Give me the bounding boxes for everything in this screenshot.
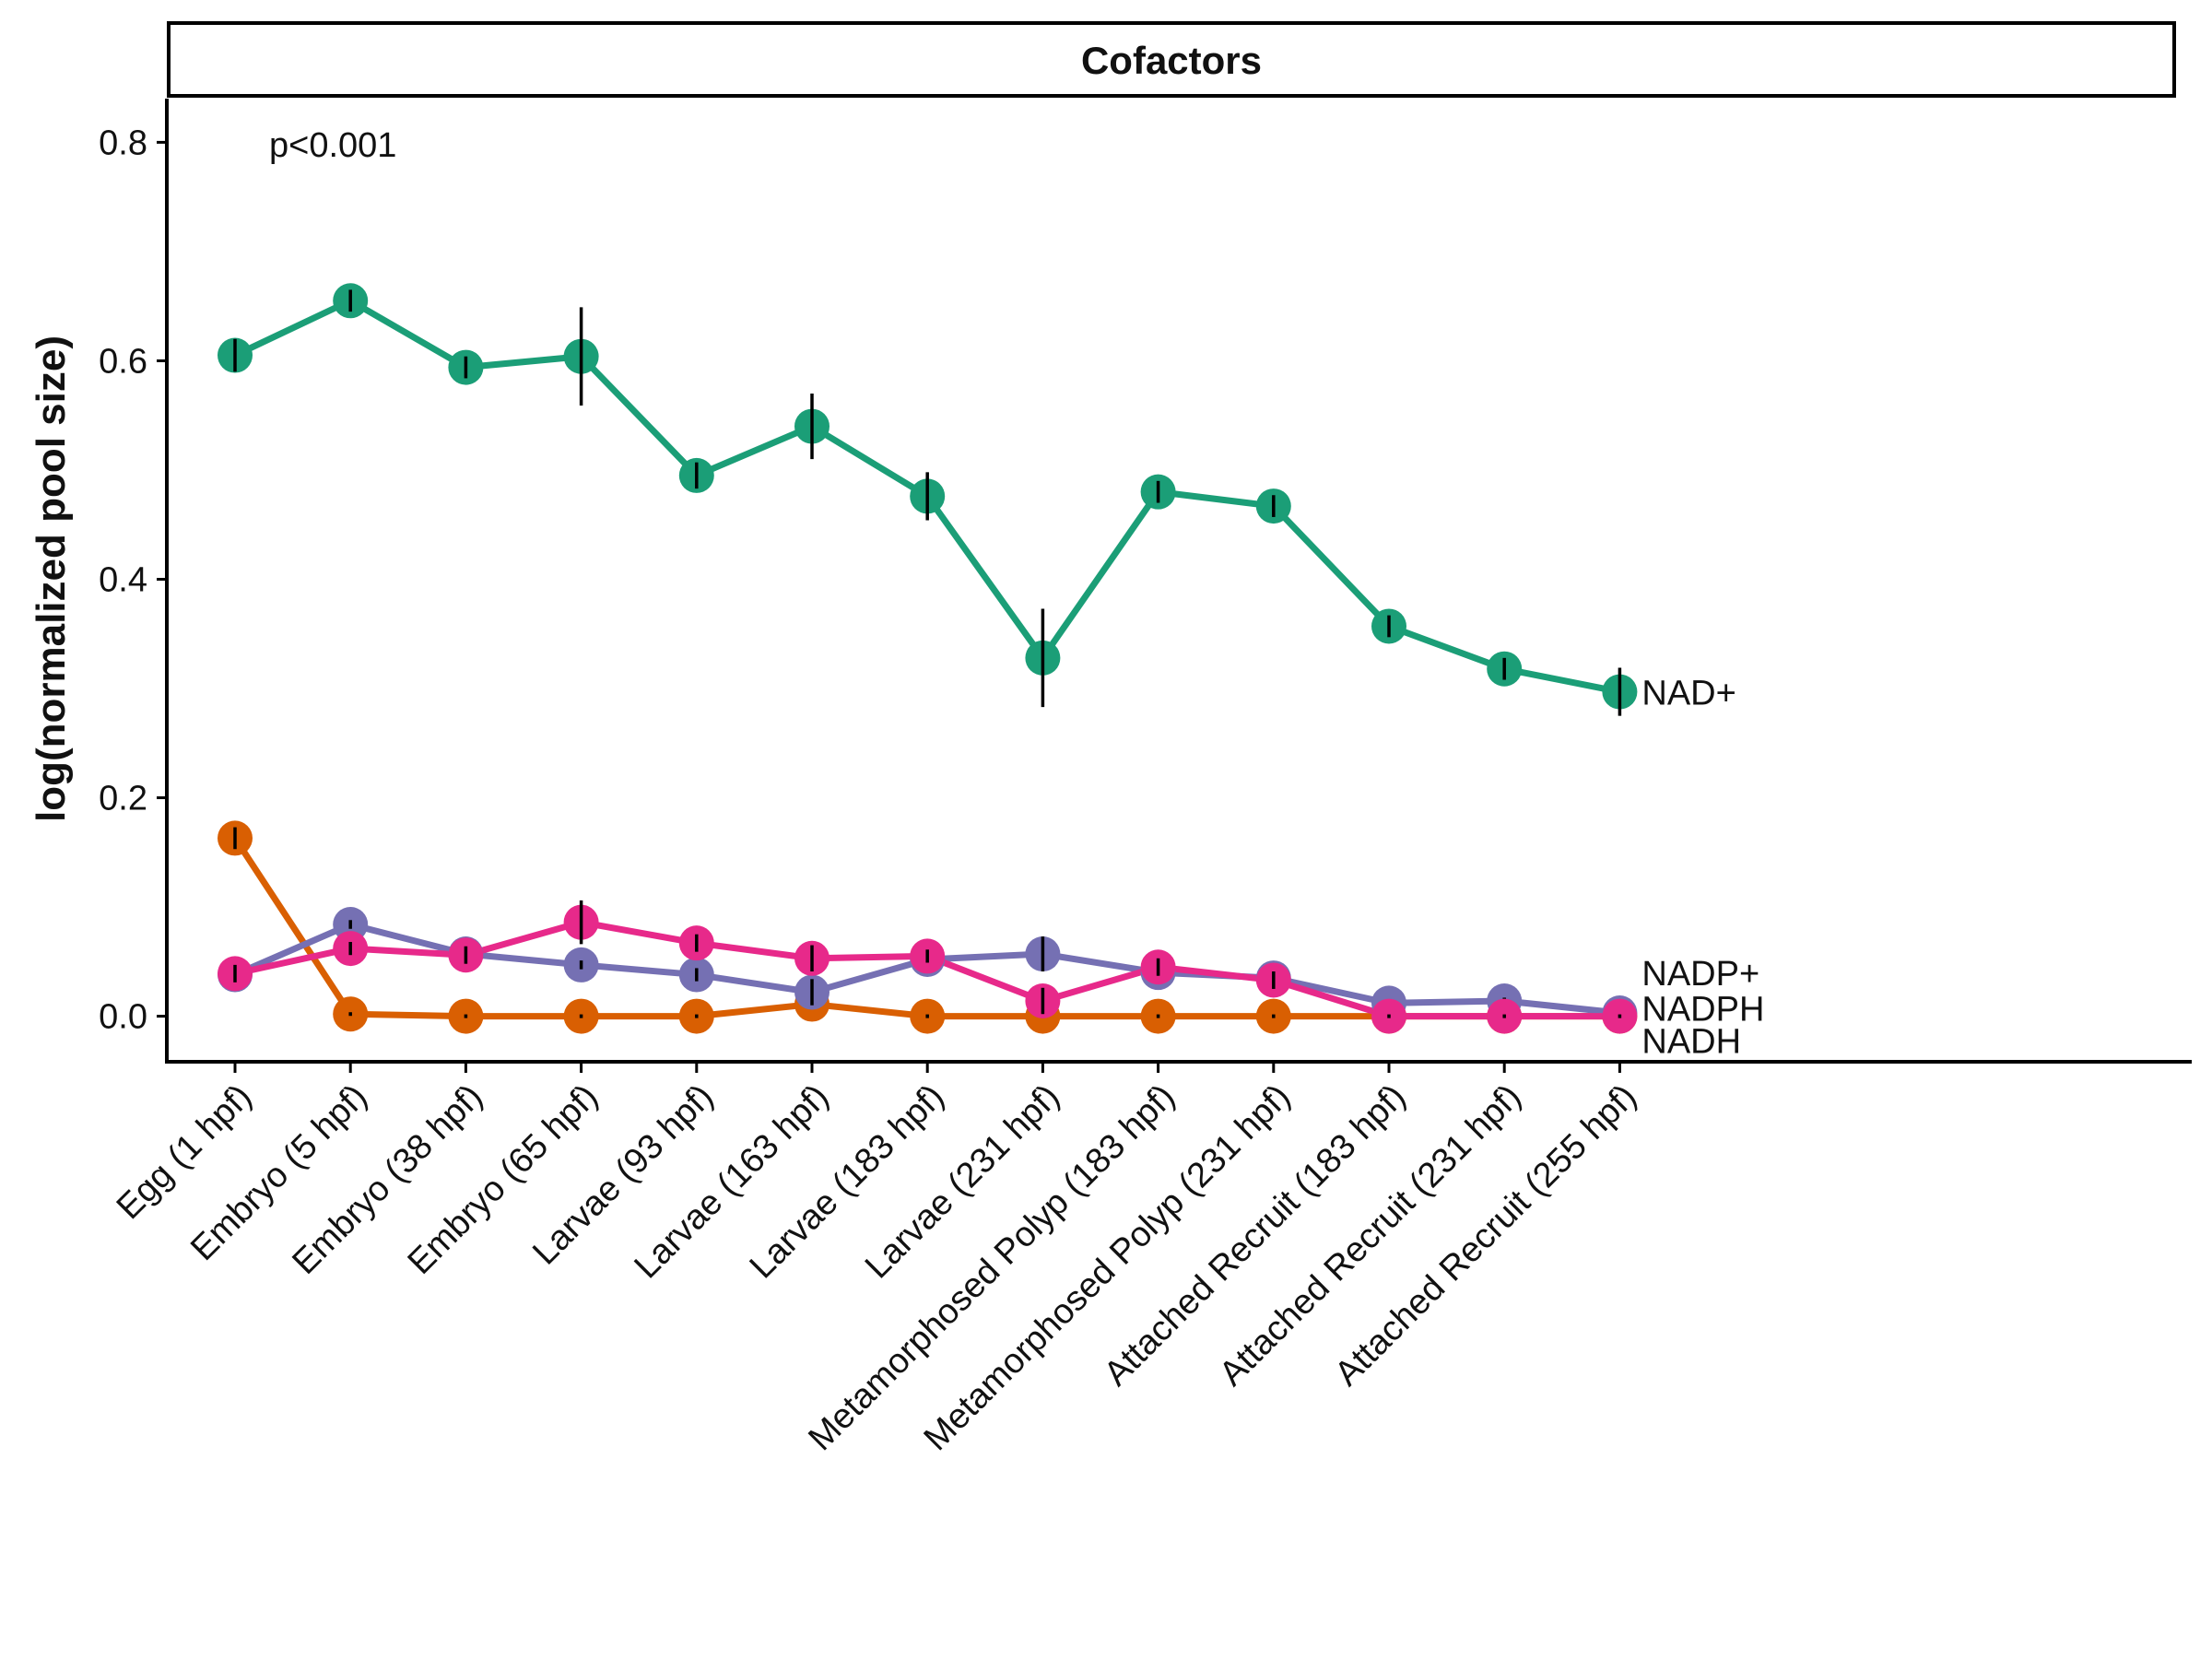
x-tick-label: Larvae (231 hpf) [858, 1077, 1067, 1287]
y-tick-label: 0.8 [99, 124, 147, 162]
series-end-label: NADH [1641, 1023, 1741, 1062]
series-end-label: NADP+ [1641, 955, 1759, 994]
y-ticks: 0.0 0.2 0.4 0.6 0.8 [99, 124, 167, 1037]
facet-title: Cofactors [1081, 39, 1262, 82]
y-tick-label: 0.2 [99, 780, 147, 818]
y-tick-label: 0.6 [99, 342, 147, 381]
y-tick-label: 0.4 [99, 561, 147, 600]
x-tick-label: Larvae (163 hpf) [627, 1077, 836, 1287]
series-end-label: NAD+ [1641, 675, 1735, 713]
series-line [231, 834, 1623, 1020]
series-end-label: NADPH [1641, 991, 1764, 1030]
facet-strip [167, 21, 2176, 98]
p-value-annotation: p<0.001 [269, 126, 396, 165]
y-axis-label: log(normalized pool size) [29, 335, 74, 822]
y-tick-label: 0.0 [99, 998, 147, 1037]
x-tick-label: Larvae (183 hpf) [743, 1077, 952, 1287]
x-ticks: Egg (1 hpf)Embryo (5 hpf)Embryo (38 hpf)… [110, 1062, 1644, 1458]
series-layer [218, 283, 1638, 1034]
